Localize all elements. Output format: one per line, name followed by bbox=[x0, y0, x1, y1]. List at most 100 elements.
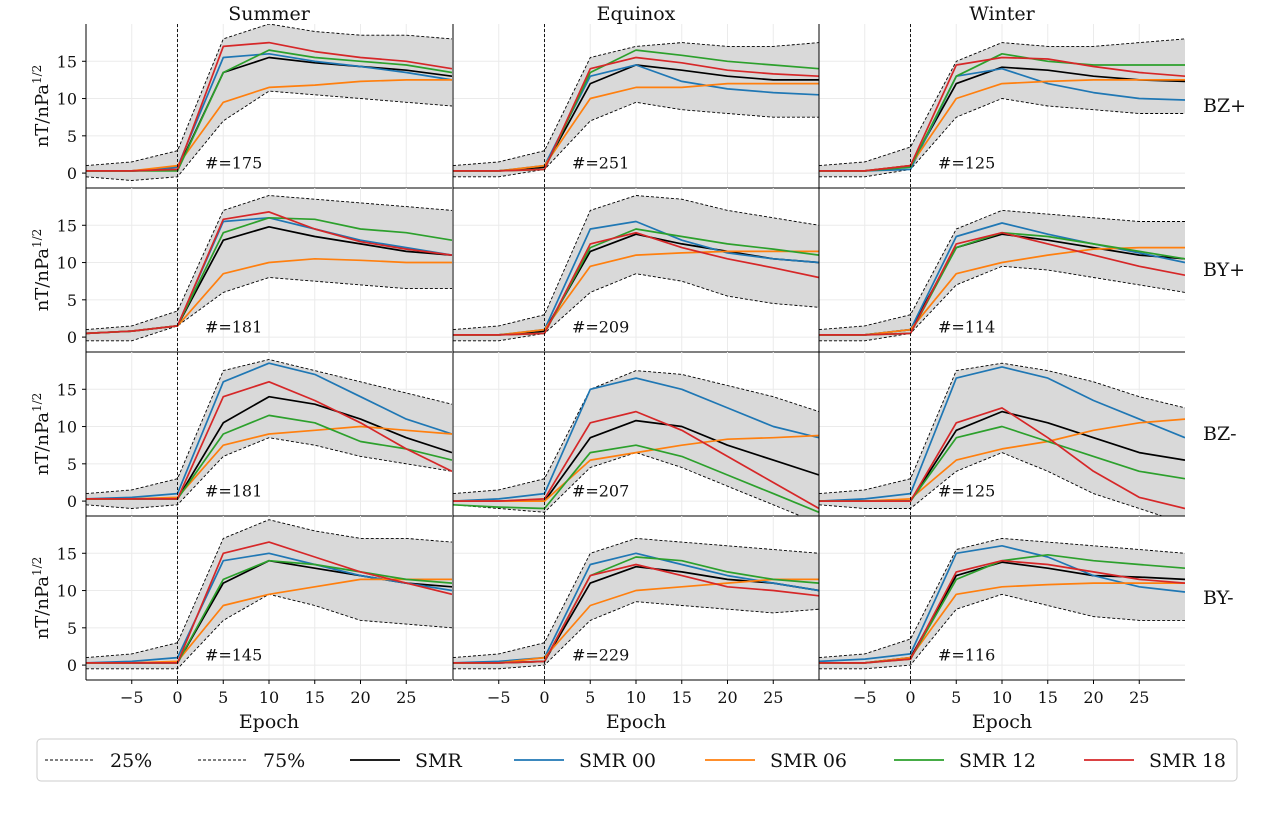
column-title: Equinox bbox=[597, 3, 676, 25]
quartile-band bbox=[86, 195, 452, 341]
series-line-smr-18 bbox=[819, 407, 1185, 510]
panel-byplus-summer: #=181 0 5 10 15 bbox=[57, 188, 452, 353]
x-tick-label: 20 bbox=[350, 688, 370, 707]
series-line-smr-18 bbox=[453, 563, 819, 664]
x-tick-label: 25 bbox=[763, 688, 783, 707]
legend-label: SMR 18 bbox=[1149, 750, 1226, 772]
series-line-25pct bbox=[453, 273, 819, 342]
y-axis-label-exponent: 1/2 bbox=[30, 229, 44, 248]
x-tick-label: 25 bbox=[1129, 688, 1149, 707]
series-line-75pct bbox=[453, 537, 819, 659]
plot-area bbox=[86, 24, 452, 181]
x-tick-label: 5 bbox=[585, 688, 595, 707]
plot-area bbox=[86, 519, 452, 670]
y-axis-label-exponent: 1/2 bbox=[30, 393, 44, 412]
x-tick-label: −5 bbox=[120, 688, 144, 707]
y-axis-label-base: nT/nPa bbox=[32, 248, 53, 312]
labels-layer: Summer Equinox WinterBZ+BY+BZ-BY-nT/nPa1/2… bbox=[30, 3, 1246, 733]
quartile-band bbox=[819, 38, 1185, 177]
panel-byminus-summer: #=145 0 5 10 15 −5 0 5 10 15 20 25 bbox=[57, 516, 452, 707]
series-line-smr-18 bbox=[453, 56, 819, 172]
panel-bzplus-winter: #=125 bbox=[818, 24, 1185, 189]
y-axis-label-text: nT/nPa1/2 bbox=[30, 65, 53, 148]
x-tick-label: 10 bbox=[259, 688, 279, 707]
y-tick-label: 15 bbox=[57, 52, 77, 71]
y-tick-label: 5 bbox=[67, 127, 77, 146]
panel-bzminus-winter: #=125 bbox=[818, 352, 1185, 517]
y-tick-label: 10 bbox=[57, 418, 77, 437]
y-axis-label-text: nT/nPa1/2 bbox=[30, 229, 53, 312]
count-label: #=251 bbox=[572, 154, 629, 173]
plot-area bbox=[86, 359, 452, 509]
count-label: #=116 bbox=[938, 646, 995, 665]
series-line-smr-06 bbox=[453, 578, 819, 664]
y-axis-label-base: nT/nPa bbox=[32, 84, 53, 148]
y-tick-label: 10 bbox=[57, 254, 77, 273]
series-line-25pct bbox=[86, 277, 452, 342]
y-tick-label: 0 bbox=[67, 328, 77, 347]
series-line-25pct bbox=[453, 101, 819, 178]
x-tick-label: 0 bbox=[539, 688, 549, 707]
x-tick-label: 10 bbox=[626, 688, 646, 707]
legend-label: SMR 06 bbox=[770, 750, 847, 772]
panel-bzminus-equinox: #=207 bbox=[452, 352, 819, 517]
plot-area bbox=[819, 209, 1185, 342]
series-line-smr-18 bbox=[819, 231, 1185, 336]
count-label: #=175 bbox=[205, 154, 262, 173]
y-tick-label: 0 bbox=[67, 164, 77, 183]
panel-byminus-equinox: #=229 −5 0 5 10 15 20 25 bbox=[452, 516, 819, 707]
row-label: BZ- bbox=[1203, 423, 1237, 445]
series-line-75pct bbox=[453, 195, 819, 331]
series-line-75pct bbox=[86, 24, 452, 167]
series-line-75pct bbox=[819, 537, 1185, 659]
x-tick-label: 5 bbox=[951, 688, 961, 707]
y-tick-label: 5 bbox=[67, 291, 77, 310]
series-line-smr-00 bbox=[453, 377, 819, 502]
count-label: #=125 bbox=[938, 154, 995, 173]
plot-area bbox=[453, 42, 819, 178]
panel-byminus-winter: #=116 −5 0 5 10 15 20 25 bbox=[818, 516, 1185, 707]
row-label: BZ+ bbox=[1203, 95, 1246, 117]
x-tick-label: 15 bbox=[305, 688, 325, 707]
series-line-25pct bbox=[453, 601, 819, 670]
panel-bzminus-summer: #=181 0 5 10 15 bbox=[57, 352, 452, 517]
count-label: #=209 bbox=[572, 318, 629, 337]
y-axis-label-base: nT/nPa bbox=[32, 412, 53, 476]
y-axis-label: nT/nPa1/2 bbox=[30, 557, 53, 640]
series-line-smr-18 bbox=[453, 231, 819, 336]
panel-byplus-equinox: #=209 bbox=[452, 188, 819, 353]
plot-area bbox=[819, 537, 1185, 670]
y-axis-label: nT/nPa1/2 bbox=[30, 393, 53, 476]
quartile-band bbox=[453, 195, 819, 341]
panel-bzplus-summer: #=175 0 5 10 15 bbox=[57, 24, 452, 189]
series-line-75pct bbox=[453, 370, 819, 495]
count-label: #=181 bbox=[205, 318, 262, 337]
plot-area bbox=[453, 195, 819, 342]
x-tick-label: 25 bbox=[396, 688, 416, 707]
y-tick-label: 5 bbox=[67, 619, 77, 638]
count-label: #=145 bbox=[205, 646, 262, 665]
y-tick-label: 15 bbox=[57, 380, 77, 399]
panel-byplus-winter: #=114 bbox=[818, 188, 1185, 353]
plot-area bbox=[819, 362, 1185, 516]
row-label: BY+ bbox=[1203, 259, 1245, 281]
x-tick-label: 0 bbox=[172, 688, 182, 707]
x-tick-label: 15 bbox=[672, 688, 692, 707]
y-tick-label: 0 bbox=[67, 492, 77, 511]
y-axis-label: nT/nPa1/2 bbox=[30, 65, 53, 148]
series-line-75pct bbox=[819, 209, 1185, 331]
count-label: #=207 bbox=[572, 482, 629, 501]
x-tick-label: −5 bbox=[853, 688, 877, 707]
y-axis-label-text: nT/nPa1/2 bbox=[30, 393, 53, 476]
panel-bzplus-equinox: #=251 bbox=[452, 24, 819, 189]
series-line-75pct bbox=[86, 519, 452, 659]
y-axis-label-base: nT/nPa bbox=[32, 576, 53, 640]
series-line-smr-18 bbox=[86, 211, 452, 335]
row-label: BY- bbox=[1203, 587, 1234, 609]
plot-area bbox=[819, 38, 1185, 178]
y-axis-label: nT/nPa1/2 bbox=[30, 229, 53, 312]
quartile-band bbox=[86, 24, 452, 181]
series-line-25pct bbox=[86, 437, 452, 509]
series-line-smr-06 bbox=[453, 250, 819, 336]
